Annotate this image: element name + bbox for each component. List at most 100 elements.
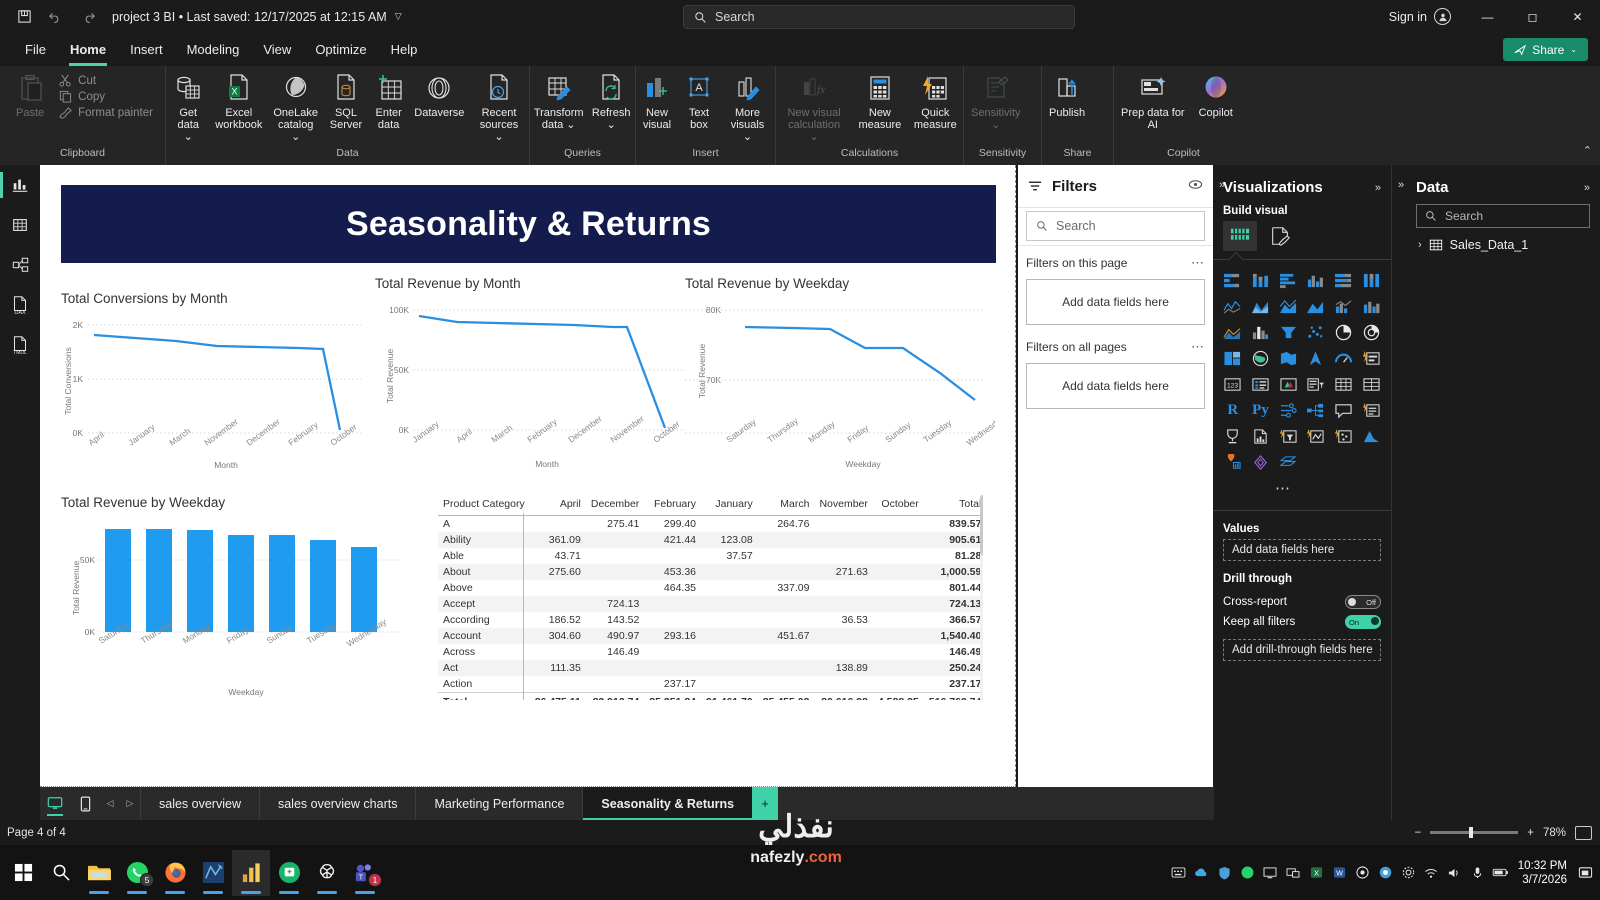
minimize-button[interactable]: —	[1481, 9, 1494, 24]
metrics-icon[interactable]	[1219, 424, 1247, 448]
clock[interactable]: 10:32 PM 3/7/2026	[1512, 859, 1577, 887]
filled-map-icon[interactable]	[1274, 346, 1302, 370]
multi-row-card-icon[interactable]: 123	[1219, 372, 1247, 396]
clustered-bar-chart-icon[interactable]	[1274, 268, 1302, 292]
new-measure-button[interactable]: New measure	[852, 69, 907, 131]
zoom-slider[interactable]	[1430, 827, 1519, 838]
onelake-catalog-button[interactable]: OneLake catalog ⌄	[267, 69, 324, 143]
page-tab-seasonality-returns[interactable]: Seasonality & Returns	[582, 787, 753, 820]
next-page-arrow[interactable]: ▷	[126, 798, 134, 808]
prep-data-for-ai-button[interactable]: Prep data for AI	[1114, 69, 1192, 131]
build-visual-fields-icon[interactable]	[1223, 221, 1257, 251]
monitor-icon[interactable]	[1282, 867, 1305, 879]
visual-total-revenue-by-weekday-line[interactable]: Total Revenue by Weekday 80K 70K Saturda…	[685, 276, 1007, 476]
fit-to-page-icon[interactable]	[1575, 825, 1592, 840]
search-icon[interactable]	[42, 850, 80, 896]
visual-total-revenue-by-weekday-bar[interactable]: Total Revenue by Weekday 50K 0K	[61, 495, 411, 705]
sidebar-item-dax-query-view[interactable]: DAX	[0, 285, 40, 325]
line-chart-icon[interactable]	[1219, 294, 1247, 318]
decomposition-tree-icon[interactable]	[1302, 398, 1330, 422]
sidebar-item-model-view[interactable]	[0, 245, 40, 285]
chevron-right-icon[interactable]: ›	[1418, 239, 1422, 251]
close-button[interactable]: ✕	[1572, 9, 1583, 24]
azure-map-icon[interactable]	[1302, 346, 1330, 370]
arcgis-maps-icon[interactable]	[1219, 450, 1247, 474]
save-icon[interactable]	[10, 4, 38, 30]
get-data-button[interactable]: Get data ⌄	[166, 69, 210, 143]
previous-page-arrow[interactable]: ◁	[106, 798, 114, 808]
sidebar-item-report-view[interactable]	[0, 165, 40, 205]
ribbon-tab-file[interactable]: File	[25, 41, 46, 57]
deneb-icon[interactable]	[1247, 450, 1275, 474]
undo-icon[interactable]	[42, 4, 70, 30]
area-chart-icon[interactable]	[1247, 294, 1275, 318]
filters-allpages-dropzone[interactable]: Add data fields here	[1026, 363, 1205, 409]
notion-icon[interactable]	[270, 850, 308, 896]
ribbon-tab-optimize[interactable]: Optimize	[315, 41, 367, 57]
display-icon[interactable]	[1259, 866, 1282, 879]
azure-ml-icon[interactable]	[1357, 424, 1385, 448]
notification-bell-icon[interactable]	[1577, 865, 1600, 880]
col-header-product-category[interactable]: Product Category	[438, 495, 530, 516]
page-tab-marketing-performance[interactable]: Marketing Performance	[415, 787, 582, 820]
enter-data-button[interactable]: Enter data	[368, 69, 410, 131]
card-icon[interactable]	[1357, 346, 1385, 370]
filters-section-menu-icon[interactable]: ⋯	[1191, 255, 1205, 270]
desktop-view-icon[interactable]	[40, 787, 70, 820]
visual-total-revenue-by-month[interactable]: Total Revenue by Month 100K 50K 0K Janua…	[375, 276, 695, 476]
data-table-sales-data-1[interactable]: › Sales_Data_1	[1392, 228, 1600, 252]
zoom-slider-thumb[interactable]	[1469, 827, 1474, 838]
page-tab-sales-overview-charts[interactable]: sales overview charts	[258, 787, 416, 820]
global-search-box[interactable]: Search	[683, 5, 1075, 29]
kpi-icon[interactable]	[1247, 372, 1275, 396]
chiclet-slicer-icon[interactable]	[1274, 450, 1302, 474]
text-box-button[interactable]: A Text box	[678, 69, 720, 131]
collapse-visualizations-chevron[interactable]: »	[1397, 179, 1405, 191]
quick-measure-button[interactable]: Quick measure	[908, 69, 963, 131]
zoom-in-button[interactable]: +	[1527, 826, 1534, 839]
table-icon[interactable]	[1302, 372, 1330, 396]
copilot-visual-icon[interactable]	[1330, 424, 1358, 448]
python-visual-icon[interactable]: Py	[1252, 401, 1269, 418]
collapse-visualizations-pane-button[interactable]: »	[1374, 181, 1381, 194]
collapse-data-pane-button[interactable]: »	[1583, 181, 1590, 194]
funnel-chart-icon[interactable]	[1247, 320, 1275, 344]
title-dropdown-caret[interactable]: ▽	[394, 11, 402, 21]
key-influencers-icon[interactable]	[1274, 398, 1302, 422]
power-bi-icon[interactable]	[232, 849, 270, 896]
col-header-december[interactable]: December	[585, 495, 645, 516]
new-visual-button[interactable]: New visual	[636, 69, 678, 131]
donut-chart-icon[interactable]	[1357, 320, 1385, 344]
100-stacked-column-chart-icon[interactable]	[1357, 268, 1385, 292]
col-header-total[interactable]: Total	[923, 495, 983, 516]
tableau-icon[interactable]	[194, 850, 232, 896]
new-visual-calculation-button[interactable]: fx New visual calculation ⌄	[776, 69, 852, 143]
battery-icon[interactable]	[1489, 867, 1512, 878]
teams-icon[interactable]: T 1	[346, 850, 384, 896]
dataverse-button[interactable]: Dataverse	[410, 69, 469, 119]
line-and-clustered-column-icon[interactable]	[1330, 294, 1358, 318]
stacked-area-chart-icon[interactable]	[1274, 294, 1302, 318]
col-header-january[interactable]: January	[701, 495, 758, 516]
map-icon[interactable]	[1247, 346, 1275, 370]
collapse-filters-pane-button[interactable]: »	[1218, 179, 1226, 191]
excel-tray-icon[interactable]: X	[1305, 866, 1328, 879]
network-icon[interactable]	[1420, 867, 1443, 879]
clustered-column-chart-icon[interactable]	[1302, 268, 1330, 292]
sidebar-item-table-view[interactable]	[0, 205, 40, 245]
excel-workbook-button[interactable]: X Excel workbook	[210, 69, 267, 131]
ribbon-tab-insert[interactable]: Insert	[130, 41, 163, 57]
ribbon-tab-help[interactable]: Help	[390, 41, 418, 57]
chrome-tray-icon[interactable]	[1374, 866, 1397, 879]
values-dropzone[interactable]: Add data fields here	[1223, 539, 1381, 561]
matrix-icon[interactable]	[1330, 372, 1358, 396]
obs-icon[interactable]	[1351, 866, 1374, 879]
drill-through-dropzone[interactable]: Add drill-through fields here	[1223, 639, 1381, 661]
word-tray-icon[interactable]: W	[1328, 866, 1351, 879]
more-visuals-button[interactable]: More visuals ⌄	[720, 69, 775, 143]
add-page-button[interactable]: +	[752, 787, 779, 820]
r-visual-icon[interactable]: R	[1227, 401, 1239, 418]
col-header-october[interactable]: October	[872, 495, 924, 516]
scatter-chart-icon[interactable]	[1302, 320, 1330, 344]
file-explorer-icon[interactable]	[80, 850, 118, 896]
